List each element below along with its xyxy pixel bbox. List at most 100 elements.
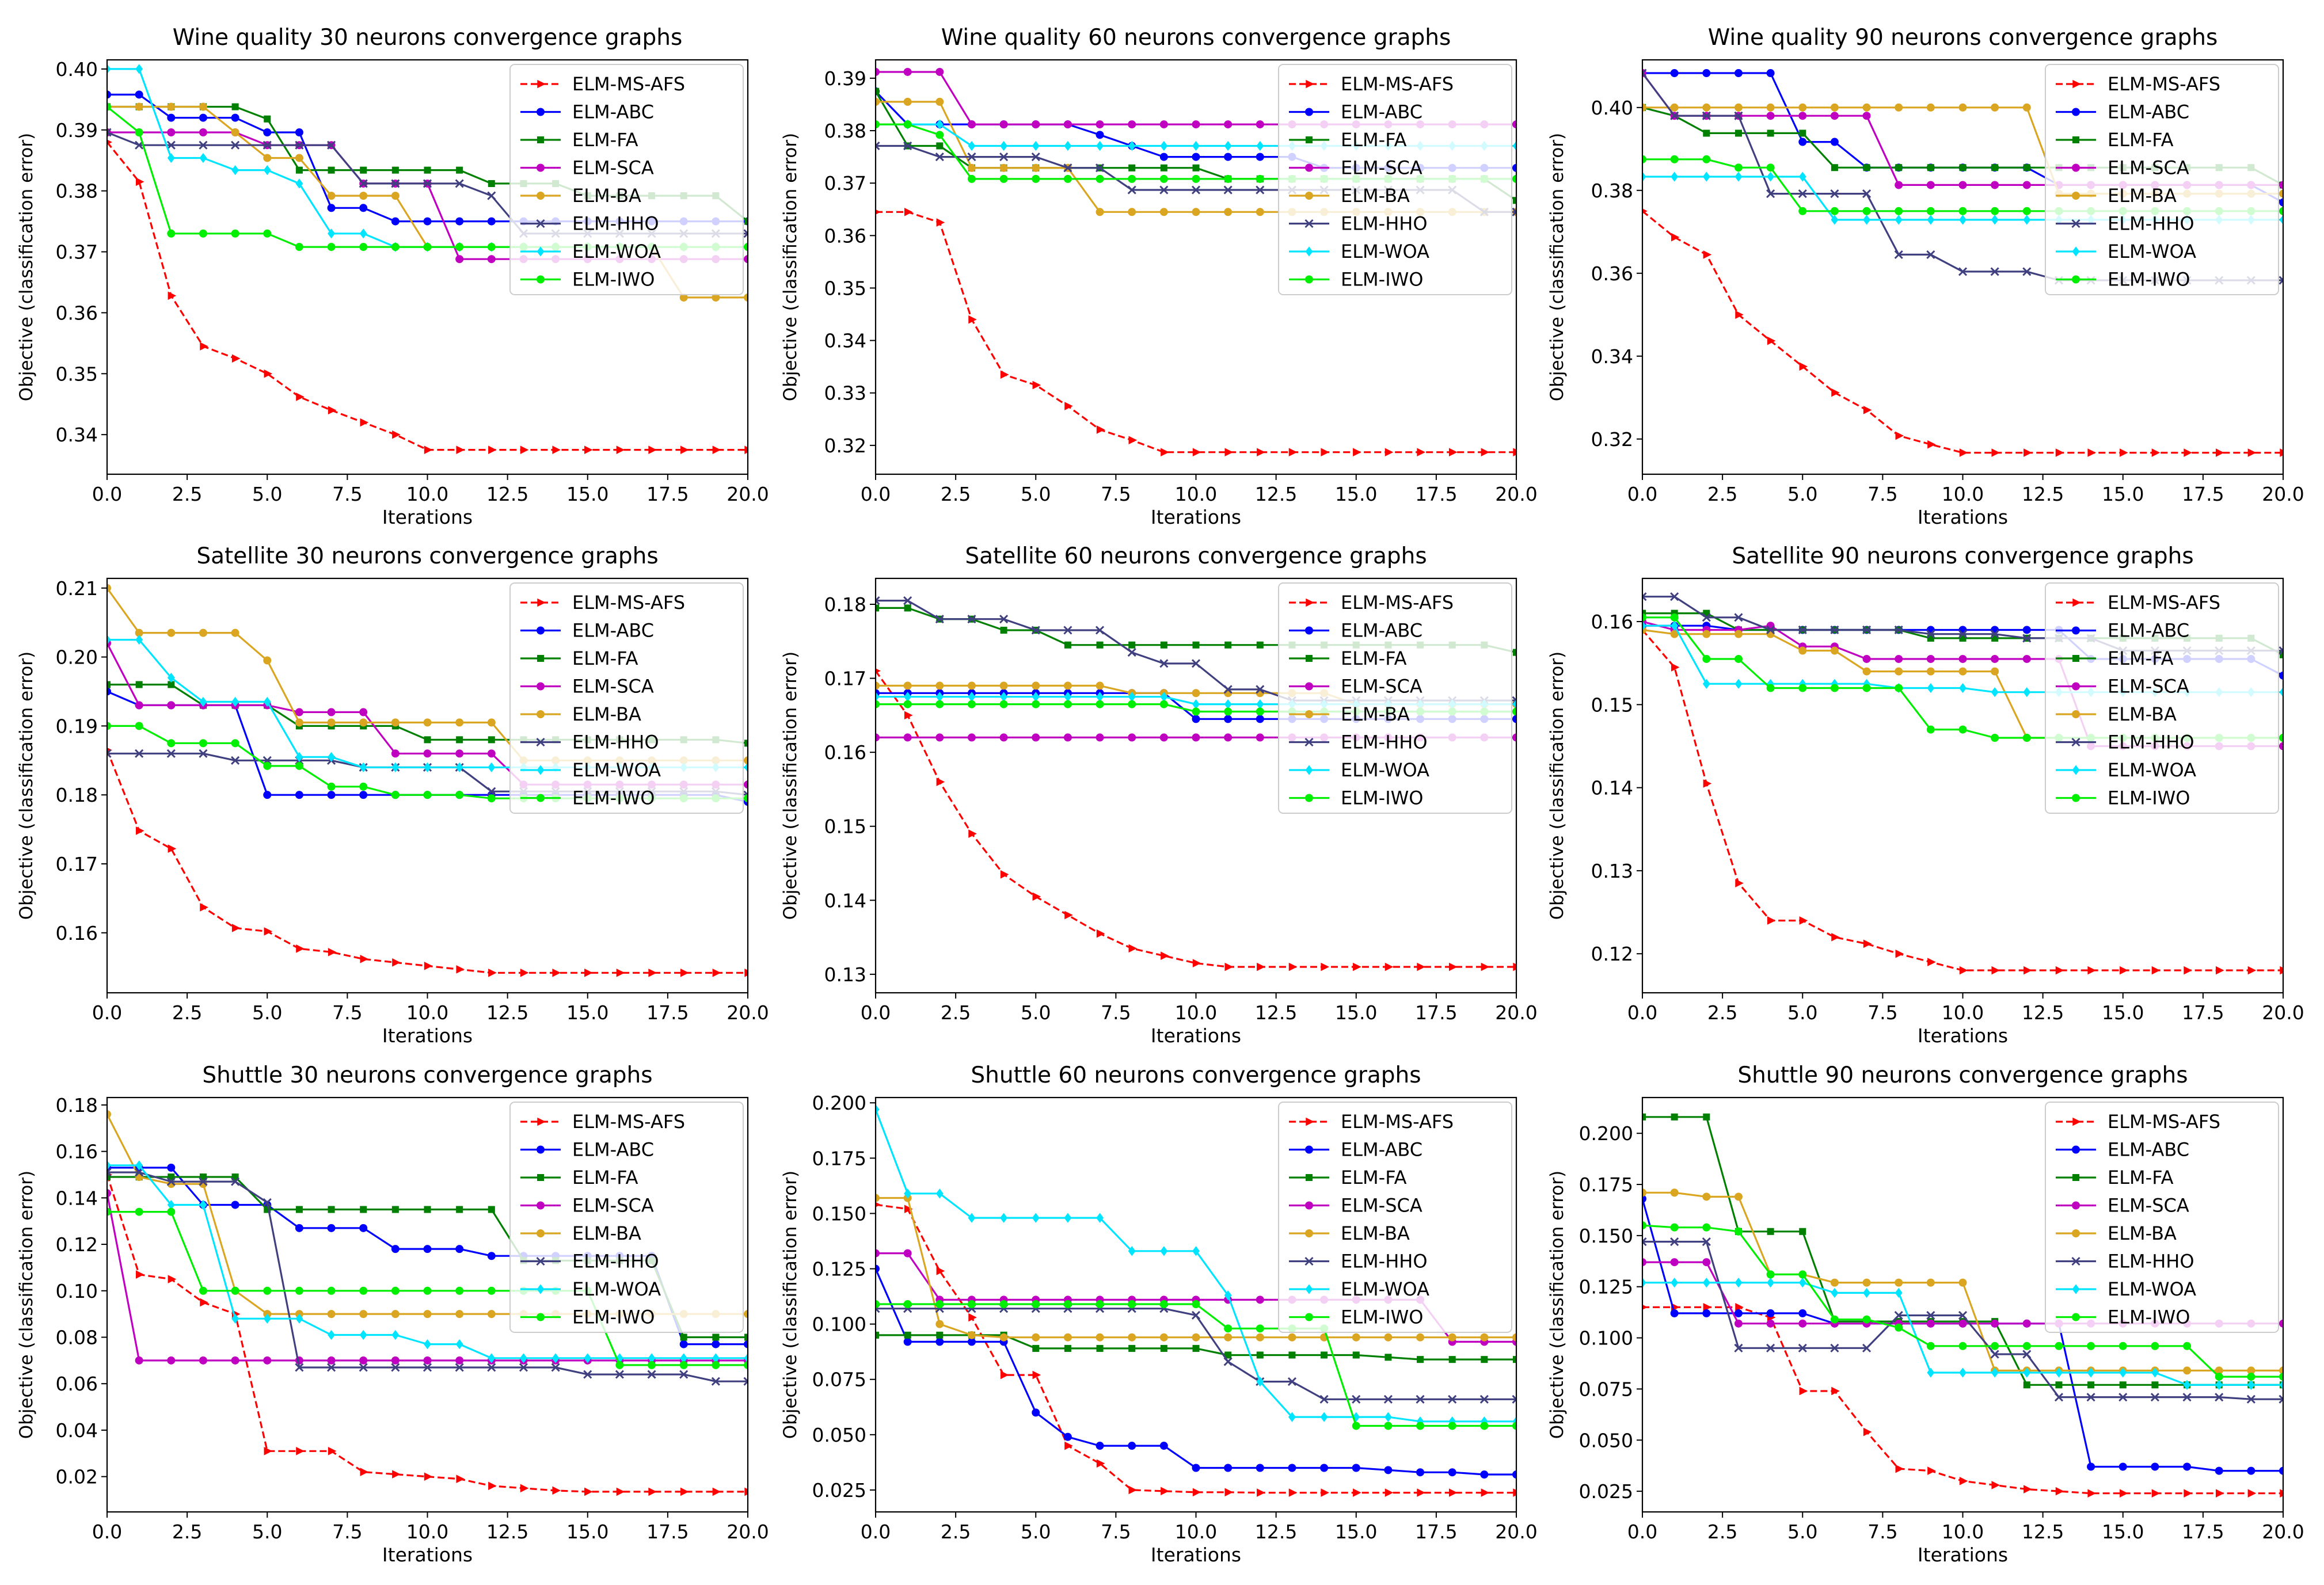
legend-label: ELM-ABC bbox=[572, 101, 654, 123]
legend-item: ELM-MS-AFS bbox=[1289, 73, 1454, 95]
data-point bbox=[1479, 1395, 1489, 1404]
data-point bbox=[1032, 163, 1040, 172]
data-point bbox=[359, 1224, 368, 1232]
x-tick-label: 20.0 bbox=[727, 1001, 769, 1024]
y-tick-label: 0.125 bbox=[1579, 1276, 1633, 1298]
data-point bbox=[2023, 966, 2032, 975]
data-point bbox=[1305, 1145, 1313, 1154]
data-point bbox=[456, 965, 465, 974]
data-point bbox=[2246, 1395, 2255, 1404]
legend-item: ELM-BA bbox=[520, 185, 641, 207]
data-point bbox=[1256, 1464, 1264, 1472]
data-point bbox=[424, 1339, 431, 1350]
data-point bbox=[1512, 707, 1516, 716]
data-point bbox=[1512, 715, 1516, 723]
data-point bbox=[359, 1363, 368, 1372]
data-point bbox=[1306, 79, 1314, 89]
x-tick-label: 10.0 bbox=[1942, 1521, 1984, 1543]
x-tick-label: 15.0 bbox=[566, 1001, 608, 1024]
data-point bbox=[1766, 69, 1775, 78]
data-point bbox=[1991, 734, 1999, 742]
data-point bbox=[1703, 129, 1710, 137]
y-tick-label: 0.15 bbox=[1591, 694, 1633, 716]
data-point bbox=[1798, 138, 1807, 146]
data-point bbox=[1862, 625, 1872, 635]
data-point bbox=[1159, 208, 1168, 216]
data-point bbox=[1703, 250, 1712, 259]
legend-box bbox=[1278, 1102, 1512, 1333]
data-point bbox=[1830, 684, 1839, 692]
data-point bbox=[2279, 734, 2283, 742]
data-point bbox=[456, 166, 463, 174]
legend-label: ELM-MS-AFS bbox=[1341, 1111, 1454, 1133]
data-point bbox=[876, 604, 880, 612]
data-point bbox=[487, 255, 496, 264]
legend-label: ELM-MS-AFS bbox=[2108, 592, 2220, 614]
data-point bbox=[231, 354, 241, 363]
x-tick-label: 10.0 bbox=[1942, 1001, 1984, 1024]
legend-item: ELM-WOA bbox=[2056, 759, 2196, 781]
data-point bbox=[551, 1353, 560, 1363]
data-point bbox=[359, 762, 367, 772]
data-point bbox=[423, 179, 432, 188]
data-point bbox=[263, 128, 272, 136]
data-point bbox=[1096, 641, 1104, 649]
y-tick-label: 0.36 bbox=[1591, 262, 1633, 285]
data-point bbox=[2072, 682, 2080, 691]
data-point bbox=[327, 1356, 336, 1365]
legend-label: ELM-HHO bbox=[2108, 1251, 2194, 1272]
data-point bbox=[968, 315, 977, 324]
data-point bbox=[584, 1353, 592, 1363]
x-tick-label: 15.0 bbox=[1335, 1521, 1377, 1543]
data-point bbox=[359, 1356, 368, 1365]
data-point bbox=[1734, 163, 1743, 172]
data-point bbox=[135, 749, 144, 758]
data-point bbox=[1416, 1422, 1425, 1430]
data-point bbox=[1702, 1237, 1711, 1247]
data-point bbox=[1305, 1173, 1313, 1182]
data-point bbox=[1192, 707, 1200, 716]
x-tick-label: 10.0 bbox=[1175, 1521, 1217, 1543]
data-point bbox=[2055, 1381, 2063, 1389]
data-point bbox=[537, 79, 546, 89]
legend-label: ELM-ABC bbox=[2108, 1139, 2189, 1161]
data-point bbox=[1702, 679, 1710, 689]
x-tick-label: 2.5 bbox=[172, 483, 202, 505]
data-point bbox=[935, 1320, 944, 1328]
data-point bbox=[904, 207, 913, 216]
data-point bbox=[455, 749, 464, 758]
data-point bbox=[1031, 626, 1040, 635]
data-point bbox=[679, 1370, 689, 1379]
series-elm-ms-afs bbox=[876, 668, 1516, 971]
data-point bbox=[968, 829, 977, 838]
data-point bbox=[1256, 153, 1264, 161]
data-point bbox=[295, 1206, 303, 1213]
data-point bbox=[1927, 1367, 1935, 1378]
data-point bbox=[1032, 892, 1041, 901]
data-point bbox=[999, 153, 1009, 162]
legend-item: ELM-ABC bbox=[2056, 101, 2189, 123]
data-point bbox=[1128, 1300, 1136, 1309]
data-point bbox=[680, 968, 689, 977]
data-point bbox=[1513, 962, 1516, 971]
legend-item: ELM-SCA bbox=[1289, 1195, 1422, 1217]
data-point bbox=[999, 120, 1008, 129]
legend-label: ELM-FA bbox=[2108, 647, 2174, 669]
data-point bbox=[1096, 1442, 1104, 1450]
y-tick-label: 0.18 bbox=[824, 593, 866, 616]
y-axis-label: Objective (classification error) bbox=[1547, 651, 1568, 920]
data-point bbox=[1863, 939, 1872, 948]
legend-label: ELM-WOA bbox=[1341, 759, 1429, 781]
data-point bbox=[936, 778, 945, 786]
legend-label: ELM-FA bbox=[1341, 129, 1407, 151]
data-point bbox=[1096, 120, 1104, 129]
data-point bbox=[231, 628, 239, 637]
data-point bbox=[1288, 962, 1298, 971]
data-point bbox=[1831, 388, 1840, 397]
data-point bbox=[1256, 185, 1265, 195]
x-tick-label: 17.5 bbox=[1415, 1521, 1457, 1543]
data-point bbox=[1256, 733, 1264, 742]
data-point bbox=[296, 393, 305, 401]
legend-item: ELM-MS-AFS bbox=[520, 73, 685, 95]
data-point bbox=[1448, 1468, 1456, 1477]
